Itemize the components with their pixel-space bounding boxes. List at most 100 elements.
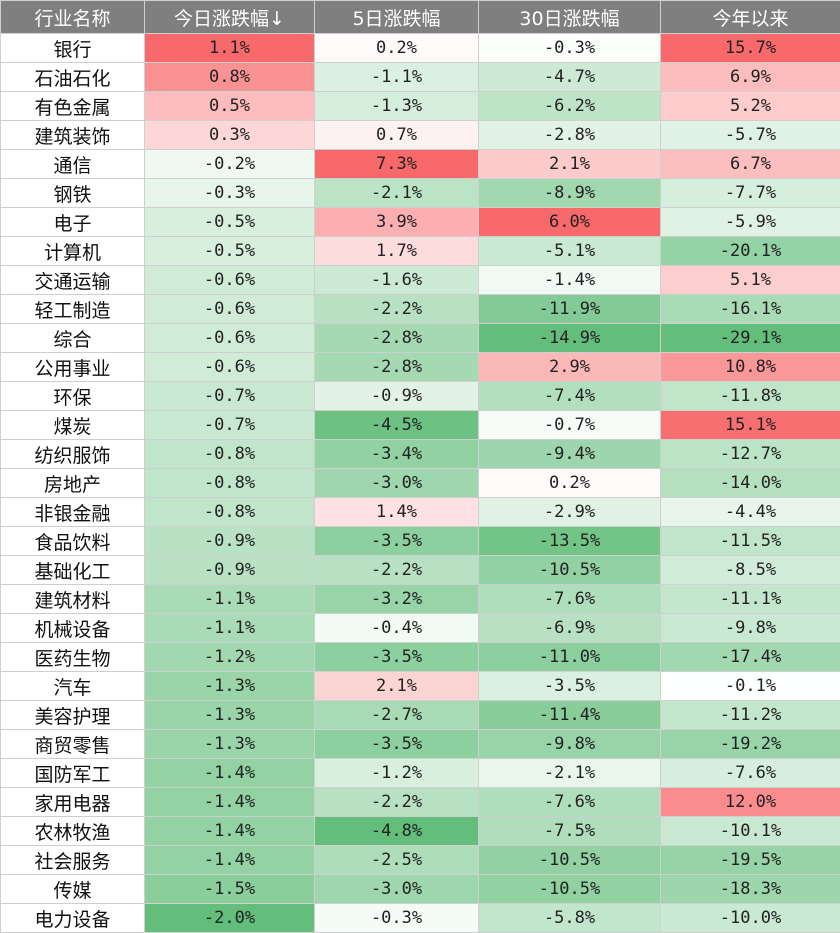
today-change-cell: -0.6% (145, 266, 315, 295)
thirty-day-change-cell: 6.0% (479, 208, 661, 237)
industry-name-cell: 建筑材料 (1, 585, 145, 614)
today-change-cell: -1.3% (145, 701, 315, 730)
table-row: 农林牧渔-1.4%-4.8%-7.5%-10.1% (1, 817, 840, 846)
ytd-change-cell: 10.8% (661, 353, 840, 382)
five-day-change-cell: -3.5% (315, 730, 479, 759)
table-row: 环保-0.7%-0.9%-7.4%-11.8% (1, 382, 840, 411)
five-day-change-cell: -3.4% (315, 440, 479, 469)
ytd-change-cell: 6.9% (661, 63, 840, 92)
ytd-change-cell: -12.7% (661, 440, 840, 469)
ytd-change-cell: 15.1% (661, 411, 840, 440)
table-row: 电力设备-2.0%-0.3%-5.8%-10.0% (1, 904, 840, 933)
ytd-change-cell: -9.8% (661, 614, 840, 643)
ytd-change-cell: -5.7% (661, 121, 840, 150)
industry-name-cell: 建筑装饰 (1, 121, 145, 150)
thirty-day-change-cell: -10.5% (479, 875, 661, 904)
ytd-change-cell: 5.2% (661, 92, 840, 121)
header-5day-change[interactable]: 5日涨跌幅 (315, 1, 479, 34)
today-change-cell: 0.8% (145, 63, 315, 92)
five-day-change-cell: -4.5% (315, 411, 479, 440)
table-row: 医药生物-1.2%-3.5%-11.0%-17.4% (1, 643, 840, 672)
industry-name-cell: 国防军工 (1, 759, 145, 788)
header-ytd-change[interactable]: 今年以来 (661, 1, 840, 34)
five-day-change-cell: 1.7% (315, 237, 479, 266)
thirty-day-change-cell: -6.9% (479, 614, 661, 643)
industry-name-cell: 传媒 (1, 875, 145, 904)
table-row: 煤炭-0.7%-4.5%-0.7%15.1% (1, 411, 840, 440)
thirty-day-change-cell: -10.5% (479, 556, 661, 585)
thirty-day-change-cell: -6.2% (479, 92, 661, 121)
industry-name-cell: 电力设备 (1, 904, 145, 933)
thirty-day-change-cell: -14.9% (479, 324, 661, 353)
five-day-change-cell: -2.2% (315, 788, 479, 817)
today-change-cell: -0.3% (145, 179, 315, 208)
today-change-cell: -0.7% (145, 382, 315, 411)
header-30day-change[interactable]: 30日涨跌幅 (479, 1, 661, 34)
ytd-change-cell: -29.1% (661, 324, 840, 353)
ytd-change-cell: -17.4% (661, 643, 840, 672)
today-change-cell: -1.2% (145, 643, 315, 672)
five-day-change-cell: -1.3% (315, 92, 479, 121)
header-today-change-sorted[interactable]: 今日涨跌幅↓ (145, 1, 315, 34)
industry-name-cell: 综合 (1, 324, 145, 353)
table-row: 房地产-0.8%-3.0%0.2%-14.0% (1, 469, 840, 498)
ytd-change-cell: -11.1% (661, 585, 840, 614)
ytd-change-cell: -7.7% (661, 179, 840, 208)
table-row: 钢铁-0.3%-2.1%-8.9%-7.7% (1, 179, 840, 208)
thirty-day-change-cell: -7.5% (479, 817, 661, 846)
industry-name-cell: 农林牧渔 (1, 817, 145, 846)
table-row: 交通运输-0.6%-1.6%-1.4%5.1% (1, 266, 840, 295)
thirty-day-change-cell: -11.0% (479, 643, 661, 672)
today-change-cell: -0.6% (145, 324, 315, 353)
ytd-change-cell: -10.0% (661, 904, 840, 933)
five-day-change-cell: 0.2% (315, 34, 479, 63)
ytd-change-cell: 5.1% (661, 266, 840, 295)
five-day-change-cell: -1.6% (315, 266, 479, 295)
five-day-change-cell: -2.5% (315, 846, 479, 875)
thirty-day-change-cell: -7.6% (479, 788, 661, 817)
today-change-cell: -0.9% (145, 527, 315, 556)
five-day-change-cell: -3.5% (315, 527, 479, 556)
five-day-change-cell: -2.2% (315, 295, 479, 324)
five-day-change-cell: -3.0% (315, 469, 479, 498)
header-industry-name[interactable]: 行业名称 (1, 1, 145, 34)
table-row: 电子-0.5%3.9%6.0%-5.9% (1, 208, 840, 237)
table-row: 轻工制造-0.6%-2.2%-11.9%-16.1% (1, 295, 840, 324)
thirty-day-change-cell: -13.5% (479, 527, 661, 556)
industry-name-cell: 房地产 (1, 469, 145, 498)
industry-name-cell: 轻工制造 (1, 295, 145, 324)
industry-name-cell: 环保 (1, 382, 145, 411)
five-day-change-cell: -0.3% (315, 904, 479, 933)
thirty-day-change-cell: -8.9% (479, 179, 661, 208)
thirty-day-change-cell: 2.9% (479, 353, 661, 382)
today-change-cell: -1.4% (145, 817, 315, 846)
ytd-change-cell: -4.4% (661, 498, 840, 527)
industry-name-cell: 机械设备 (1, 614, 145, 643)
five-day-change-cell: -3.2% (315, 585, 479, 614)
industry-name-cell: 交通运输 (1, 266, 145, 295)
industry-name-cell: 纺织服饰 (1, 440, 145, 469)
thirty-day-change-cell: -2.8% (479, 121, 661, 150)
today-change-cell: -1.3% (145, 672, 315, 701)
table-row: 社会服务-1.4%-2.5%-10.5%-19.5% (1, 846, 840, 875)
table-row: 通信-0.2%7.3%2.1%6.7% (1, 150, 840, 179)
today-change-cell: -0.5% (145, 237, 315, 266)
ytd-change-cell: -19.5% (661, 846, 840, 875)
table-row: 家用电器-1.4%-2.2%-7.6%12.0% (1, 788, 840, 817)
industry-name-cell: 食品饮料 (1, 527, 145, 556)
five-day-change-cell: -1.2% (315, 759, 479, 788)
table-row: 汽车-1.3%2.1%-3.5%-0.1% (1, 672, 840, 701)
thirty-day-change-cell: -1.4% (479, 266, 661, 295)
ytd-change-cell: -8.5% (661, 556, 840, 585)
industry-name-cell: 煤炭 (1, 411, 145, 440)
table-row: 计算机-0.5%1.7%-5.1%-20.1% (1, 237, 840, 266)
thirty-day-change-cell: -9.4% (479, 440, 661, 469)
five-day-change-cell: -1.1% (315, 63, 479, 92)
today-change-cell: -1.1% (145, 614, 315, 643)
ytd-change-cell: -11.5% (661, 527, 840, 556)
thirty-day-change-cell: -2.9% (479, 498, 661, 527)
thirty-day-change-cell: 0.2% (479, 469, 661, 498)
